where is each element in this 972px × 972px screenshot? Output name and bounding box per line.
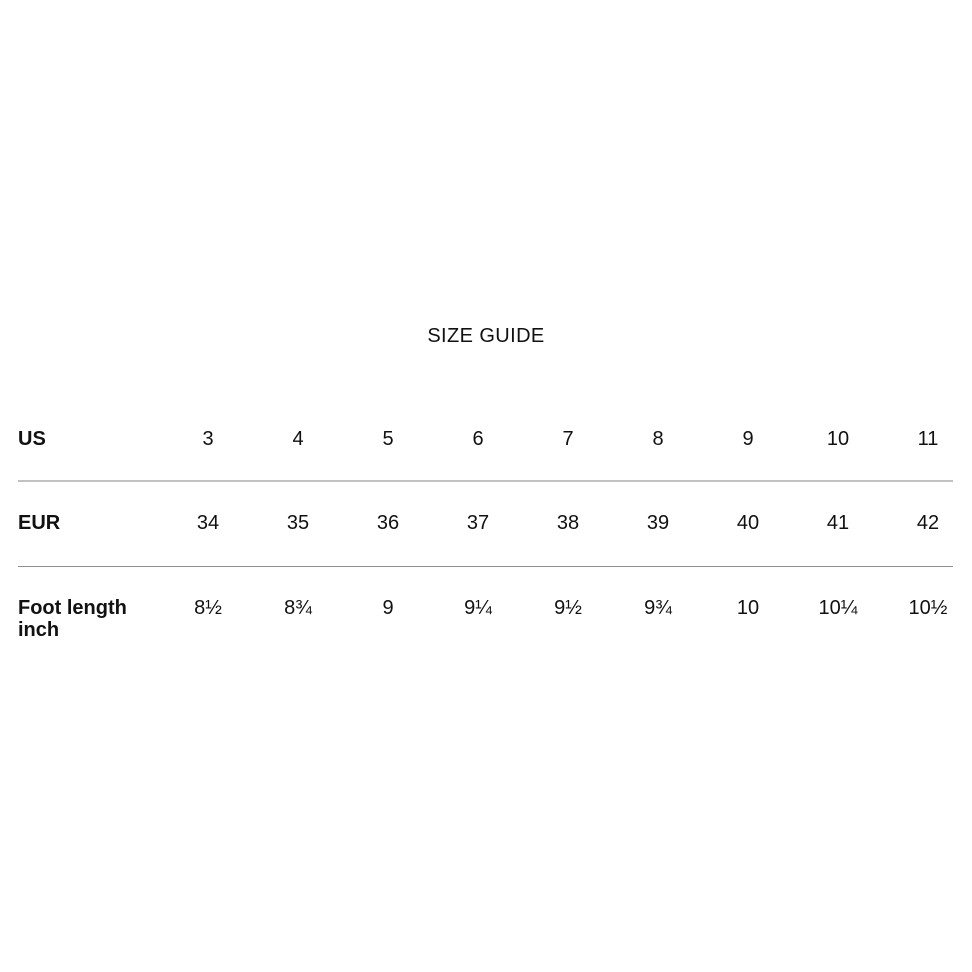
eur-size-cell: 39 bbox=[646, 512, 670, 534]
us-size-cell: 6 bbox=[472, 428, 484, 450]
us-size-cell: 3 bbox=[202, 428, 214, 450]
foot-length-cell: 10¼ bbox=[818, 597, 858, 619]
table-row-eur: EUR 34 35 36 37 38 39 40 41 42 bbox=[18, 482, 972, 566]
foot-length-cell: 9½ bbox=[554, 597, 582, 619]
us-size-cell: 10 bbox=[826, 428, 850, 450]
us-size-cell: 8 bbox=[652, 428, 664, 450]
eur-size-cell: 35 bbox=[286, 512, 310, 534]
eur-size-cell: 42 bbox=[916, 512, 940, 534]
us-size-cell: 5 bbox=[382, 428, 394, 450]
row-divider bbox=[18, 480, 953, 482]
row-divider bbox=[18, 566, 953, 567]
us-size-cell: 11 bbox=[917, 428, 939, 450]
row-label-eur: EUR bbox=[18, 512, 61, 534]
foot-length-cell: 9 bbox=[382, 597, 394, 619]
eur-size-cell: 38 bbox=[556, 512, 580, 534]
foot-length-cell: 8½ bbox=[194, 597, 222, 619]
eur-size-cell: 41 bbox=[826, 512, 850, 534]
us-size-cell: 9 bbox=[742, 428, 754, 450]
eur-size-cell: 40 bbox=[736, 512, 760, 534]
size-guide-page: SIZE GUIDE US 3 4 5 6 7 8 9 10 11 EUR 34… bbox=[18, 325, 972, 641]
us-size-cell: 4 bbox=[292, 428, 304, 450]
row-label-us: US bbox=[18, 428, 46, 450]
foot-length-cell: 8¾ bbox=[284, 597, 312, 619]
foot-length-cell: 9¼ bbox=[464, 597, 492, 619]
eur-size-cell: 37 bbox=[466, 512, 490, 534]
row-label-foot-length: Foot length inch bbox=[18, 597, 127, 641]
us-size-cell: 7 bbox=[562, 428, 574, 450]
table-row-foot-length: Foot length inch 8½ 8¾ 9 9¼ 9½ 9¾ 10 10¼… bbox=[18, 567, 972, 641]
foot-length-cell: 10½ bbox=[908, 597, 948, 619]
size-table: US 3 4 5 6 7 8 9 10 11 EUR 34 35 36 37 3… bbox=[18, 428, 972, 641]
table-row-us: US 3 4 5 6 7 8 9 10 11 bbox=[18, 428, 972, 480]
foot-length-cell: 9¾ bbox=[644, 597, 672, 619]
page-title: SIZE GUIDE bbox=[427, 325, 545, 347]
eur-size-cell: 34 bbox=[196, 512, 220, 534]
eur-size-cell: 36 bbox=[376, 512, 400, 534]
foot-length-cell: 10 bbox=[736, 597, 760, 619]
